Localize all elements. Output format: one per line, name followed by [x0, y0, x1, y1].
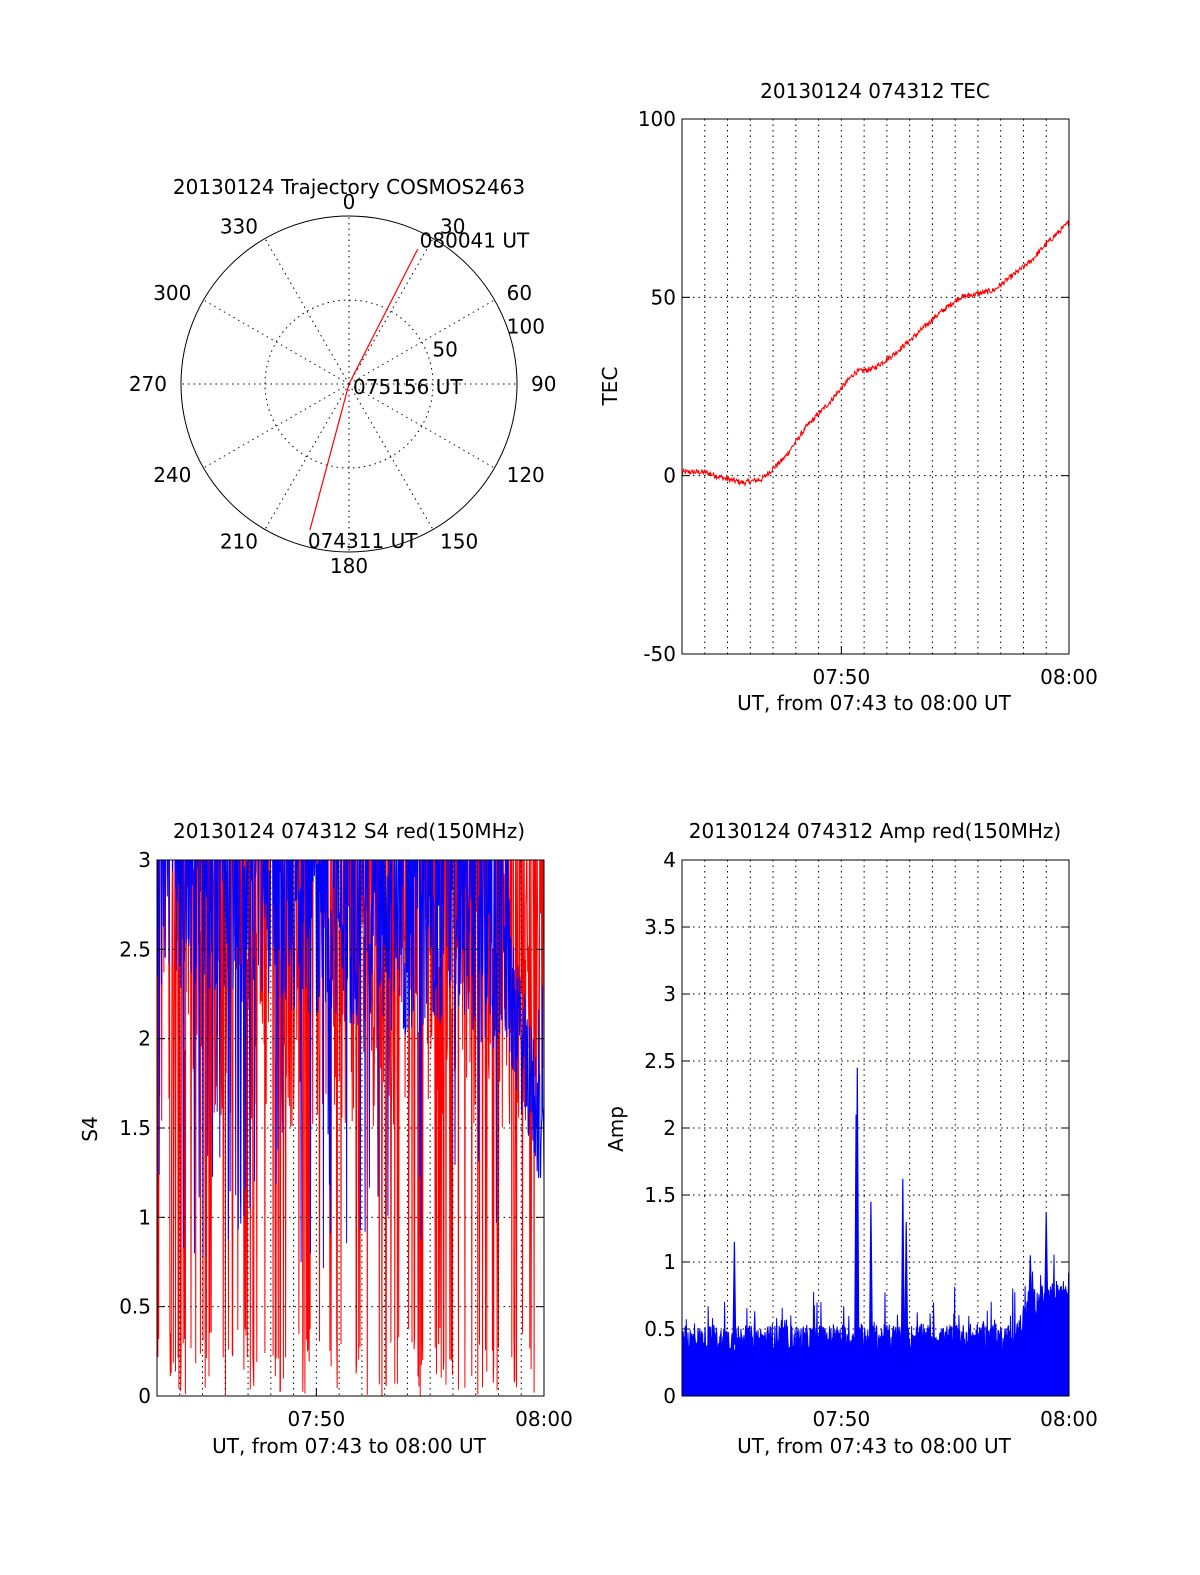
s4-ytick-0: 0 [138, 1384, 151, 1408]
trajectory-mid-label: 075156 UT [353, 375, 463, 399]
s4-x-axis-label: UT, from 07:43 to 08:00 UT [212, 1434, 487, 1458]
s4-plot: 20130124 074312 S4 red(150MHz) UT, from … [78, 819, 573, 1458]
amp-ytick-0.5: 0.5 [644, 1317, 676, 1341]
polar-spoke-330 [264, 238, 350, 385]
trajectory-line [309, 249, 419, 531]
amp-xtick-08:00: 08:00 [1040, 1407, 1098, 1431]
tec-frame [681, 118, 1070, 655]
polar-spoke-120 [348, 383, 495, 469]
trajectory-start-label: 074311 UT [308, 529, 418, 553]
tec-ytick-100: 100 [638, 107, 676, 131]
amp-plot: 20130124 074312 Amp red(150MHz) UT, from… [604, 819, 1098, 1458]
polar-angle-label-30: 30 [440, 214, 465, 238]
amp-ytick-1: 1 [663, 1250, 676, 1274]
amp-xtick-07:50: 07:50 [813, 1407, 871, 1431]
amp-ytick-3: 3 [663, 982, 676, 1006]
s4-tick-labels: 0 0.5 1 1.5 2 2.5 3 07:50 08:00 [119, 848, 573, 1431]
polar-trajectory: 074311 UT 075156 UT 080041 UT [308, 228, 530, 553]
amp-peak-2 [854, 1114, 859, 1344]
polar-spoke-240 [203, 383, 350, 469]
s4-y-axis-label: S4 [78, 1116, 102, 1141]
polar-spoke-300 [203, 299, 350, 385]
trajectory-polar-plot: 20130124 Trajectory COSMOS2463 0 30 60 90 12… [129, 175, 557, 578]
amp-frame [681, 859, 1070, 1397]
amp-peak-6 [1044, 1212, 1049, 1303]
tec-y-axis-label: TEC [598, 367, 622, 407]
s4-frame [156, 859, 545, 1397]
polar-angle-label-60: 60 [507, 281, 532, 305]
polar-angle-label-270: 270 [129, 372, 167, 396]
s4-xtick-07:50: 07:50 [288, 1407, 346, 1431]
tec-tick-labels: -50 0 50 100 07:50 08:00 [638, 107, 1098, 689]
amp-peak-5 [904, 1221, 909, 1344]
amp-ytick-3.5: 3.5 [644, 915, 676, 939]
tec-title: 20130124 074312 TEC [760, 79, 990, 103]
amp-ytick-2: 2 [663, 1116, 676, 1140]
polar-angle-label-120: 120 [507, 463, 545, 487]
tec-ytick-0: 0 [663, 464, 676, 488]
amp-ytick-0: 0 [663, 1384, 676, 1408]
amp-series [681, 1067, 1070, 1397]
polar-angle-label-300: 300 [153, 281, 191, 305]
s4-grid [157, 859, 545, 1397]
polar-angle-label-330: 330 [220, 214, 258, 238]
s4-ytick-3: 3 [138, 848, 151, 872]
s4-ytick-2: 2 [138, 1027, 151, 1051]
polar-grid [180, 215, 518, 553]
amp-grid [682, 859, 1070, 1397]
polar-angle-label-90: 90 [531, 372, 556, 396]
amp-ytick-2.5: 2.5 [644, 1049, 676, 1073]
polar-angle-label-0: 0 [343, 190, 356, 214]
polar-ring-100 [180, 215, 518, 553]
polar-angle-label-180: 180 [330, 554, 368, 578]
amp-y-axis-label: Amp [604, 1106, 628, 1152]
tec-series [681, 219, 1070, 488]
s4-ytick-0.5: 0.5 [119, 1295, 151, 1319]
amp-peak-3 [869, 1201, 873, 1344]
tec-xtick-07:50: 07:50 [813, 665, 871, 689]
polar-radius-label-50: 50 [432, 337, 457, 361]
amp-ytick-4: 4 [663, 848, 676, 872]
amp-x-axis-label: UT, from 07:43 to 08:00 UT [737, 1434, 1012, 1458]
polar-tick-labels: 0 30 60 90 120 150 180 210 240 270 300 330 50 100 [129, 190, 557, 578]
polar-spoke-150 [348, 383, 434, 530]
polar-spoke-30 [348, 238, 434, 385]
s4-ytick-1: 1 [138, 1205, 151, 1229]
polar-radius-label-100: 100 [507, 314, 545, 338]
tec-ytick--50: -50 [643, 642, 676, 666]
amp-ytick-1.5: 1.5 [644, 1183, 676, 1207]
polar-title: 20130124 Trajectory COSMOS2463 [173, 175, 525, 199]
tec-line [681, 219, 1070, 488]
trajectory-end-label: 080041 UT [420, 228, 530, 252]
polar-spoke-210 [264, 383, 350, 530]
amp-peak-0 [732, 1241, 737, 1345]
polar-spoke-60 [348, 299, 495, 385]
tec-x-axis-label: UT, from 07:43 to 08:00 UT [737, 691, 1012, 715]
s4-red-line [157, 860, 544, 1396]
polar-angle-label-150: 150 [440, 530, 478, 554]
s4-ytick-1.5: 1.5 [119, 1116, 151, 1140]
s4-xtick-08:00: 08:00 [515, 1407, 573, 1431]
amp-peak-4 [900, 1178, 905, 1344]
s4-ytick-2.5: 2.5 [119, 937, 151, 961]
s4-title: 20130124 074312 S4 red(150MHz) [173, 819, 525, 843]
tec-plot: 20130124 074312 TEC UT, from 07:43 to 08… [598, 79, 1098, 715]
s4-series [157, 860, 544, 1396]
s4-blue-line [157, 860, 544, 1269]
amp-title: 20130124 074312 Amp red(150MHz) [689, 819, 1061, 843]
polar-angle-label-240: 240 [153, 463, 191, 487]
polar-angle-label-210: 210 [220, 530, 258, 554]
tec-grid [682, 118, 1070, 655]
tec-xtick-08:00: 08:00 [1040, 665, 1098, 689]
tec-ytick-50: 50 [651, 285, 676, 309]
amp-tick-labels: 0 0.5 1 1.5 2 2.5 3 3.5 4 07:50 08:00 [644, 848, 1098, 1431]
amp-peak-7 [1028, 1255, 1033, 1309]
amp-area [681, 1254, 1070, 1397]
